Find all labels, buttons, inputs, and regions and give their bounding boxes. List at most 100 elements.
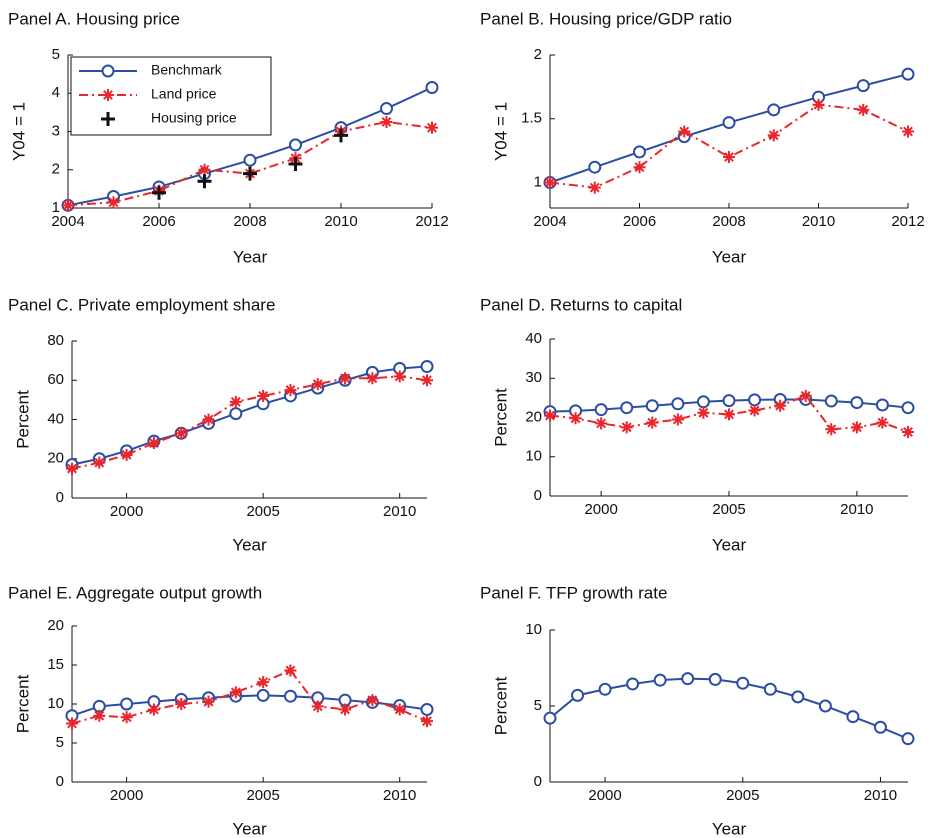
- y-tick-label: 0: [56, 773, 64, 790]
- marker-star: [62, 199, 74, 212]
- marker-star: [588, 181, 601, 194]
- x-tick-label: 2012: [891, 213, 924, 230]
- y-tick-label: 10: [525, 621, 542, 638]
- marker-plus: [101, 112, 115, 126]
- x-tick-label: 2004: [51, 213, 84, 230]
- y-tick-label: 4: [52, 84, 60, 101]
- marker-circle: [767, 103, 781, 117]
- y-tick-label: 3: [52, 122, 60, 139]
- marker-star: [633, 161, 646, 174]
- marker-star: [393, 703, 406, 716]
- y-tick-label: 2: [534, 46, 542, 63]
- y-tick-label: 1: [52, 199, 60, 216]
- marker-star: [93, 709, 106, 722]
- x-tick-label: 2006: [142, 213, 175, 230]
- marker-circle: [856, 79, 870, 93]
- marker-star: [595, 417, 608, 430]
- marker-circle: [420, 702, 434, 716]
- legend-label: Housing price: [151, 110, 237, 126]
- marker-star: [799, 389, 812, 402]
- marker-star: [748, 404, 761, 417]
- marker-star: [678, 125, 691, 138]
- x-axis-label: Year: [712, 819, 747, 838]
- y-axis-label: Percent: [13, 390, 32, 449]
- marker-star: [229, 686, 242, 699]
- marker-star: [723, 408, 735, 421]
- marker-star: [147, 437, 160, 450]
- marker-star: [120, 448, 133, 461]
- marker-plus: [197, 174, 212, 189]
- x-tick-label: 2008: [712, 213, 745, 230]
- marker-star: [311, 378, 324, 391]
- y-axis-label: Percent: [491, 388, 510, 447]
- x-tick-label: 2008: [233, 213, 266, 230]
- marker-star: [257, 676, 270, 689]
- y-tick-label: 1: [534, 173, 542, 190]
- marker-circle: [901, 67, 915, 81]
- marker-plus: [288, 157, 303, 172]
- marker-circle: [283, 689, 297, 703]
- marker-star: [102, 89, 114, 101]
- marker-circle: [850, 396, 864, 410]
- marker-star: [812, 98, 825, 111]
- x-axis-label: Year: [712, 535, 747, 554]
- marker-star: [421, 374, 433, 387]
- y-tick-label: 60: [47, 371, 64, 388]
- marker-circle: [696, 395, 710, 409]
- series-line: [67, 120, 433, 207]
- series-line: [71, 669, 428, 725]
- marker-star: [902, 426, 914, 439]
- marker-circle: [594, 403, 608, 417]
- marker-circle: [120, 697, 134, 711]
- marker-circle: [243, 153, 257, 167]
- marker-star: [393, 370, 406, 383]
- legend-label: Benchmark: [151, 62, 223, 78]
- y-tick-label: 5: [56, 734, 64, 751]
- marker-circle: [588, 160, 602, 174]
- panel-title: Panel C. Private employment share: [8, 295, 275, 314]
- x-tick-label: 2000: [110, 503, 143, 520]
- x-tick-label: 2000: [588, 787, 621, 804]
- marker-star: [723, 151, 735, 163]
- marker-circle: [875, 398, 889, 412]
- marker-star: [850, 421, 863, 434]
- legend-label: Land price: [151, 86, 217, 102]
- marker-star: [175, 427, 188, 440]
- x-tick-label: 2006: [623, 213, 656, 230]
- marker-star: [774, 399, 787, 412]
- marker-circle: [420, 360, 434, 374]
- marker-star: [198, 163, 211, 176]
- marker-star: [366, 372, 379, 385]
- marker-plus: [152, 185, 166, 200]
- y-tick-label: 10: [525, 448, 542, 465]
- marker-circle: [722, 394, 736, 408]
- marker-star: [284, 664, 297, 677]
- marker-circle: [901, 401, 915, 415]
- marker-circle: [626, 677, 640, 691]
- marker-circle: [846, 710, 860, 724]
- y-axis-label: Y04 = 1: [491, 102, 510, 161]
- panel-title: Panel A. Housing price: [8, 9, 180, 28]
- marker-star: [902, 125, 914, 138]
- marker-star: [339, 703, 352, 716]
- marker-circle: [873, 720, 887, 734]
- marker-star: [697, 406, 710, 419]
- x-axis-label: Year: [232, 819, 267, 838]
- marker-star: [825, 423, 838, 436]
- y-tick-label: 0: [534, 487, 542, 504]
- marker-star: [857, 103, 870, 116]
- x-tick-label: 2010: [383, 787, 416, 804]
- marker-circle: [425, 81, 439, 95]
- x-tick-label: 2005: [712, 501, 745, 518]
- y-tick-label: 30: [525, 369, 542, 386]
- x-tick-label: 2010: [383, 503, 416, 520]
- marker-circle: [229, 407, 243, 421]
- marker-star: [175, 698, 188, 710]
- y-tick-label: 2: [52, 161, 60, 178]
- marker-circle: [645, 399, 659, 413]
- x-axis-label: Year: [233, 247, 268, 266]
- marker-circle: [671, 397, 685, 411]
- y-tick-label: 20: [525, 408, 542, 425]
- marker-star: [767, 129, 780, 142]
